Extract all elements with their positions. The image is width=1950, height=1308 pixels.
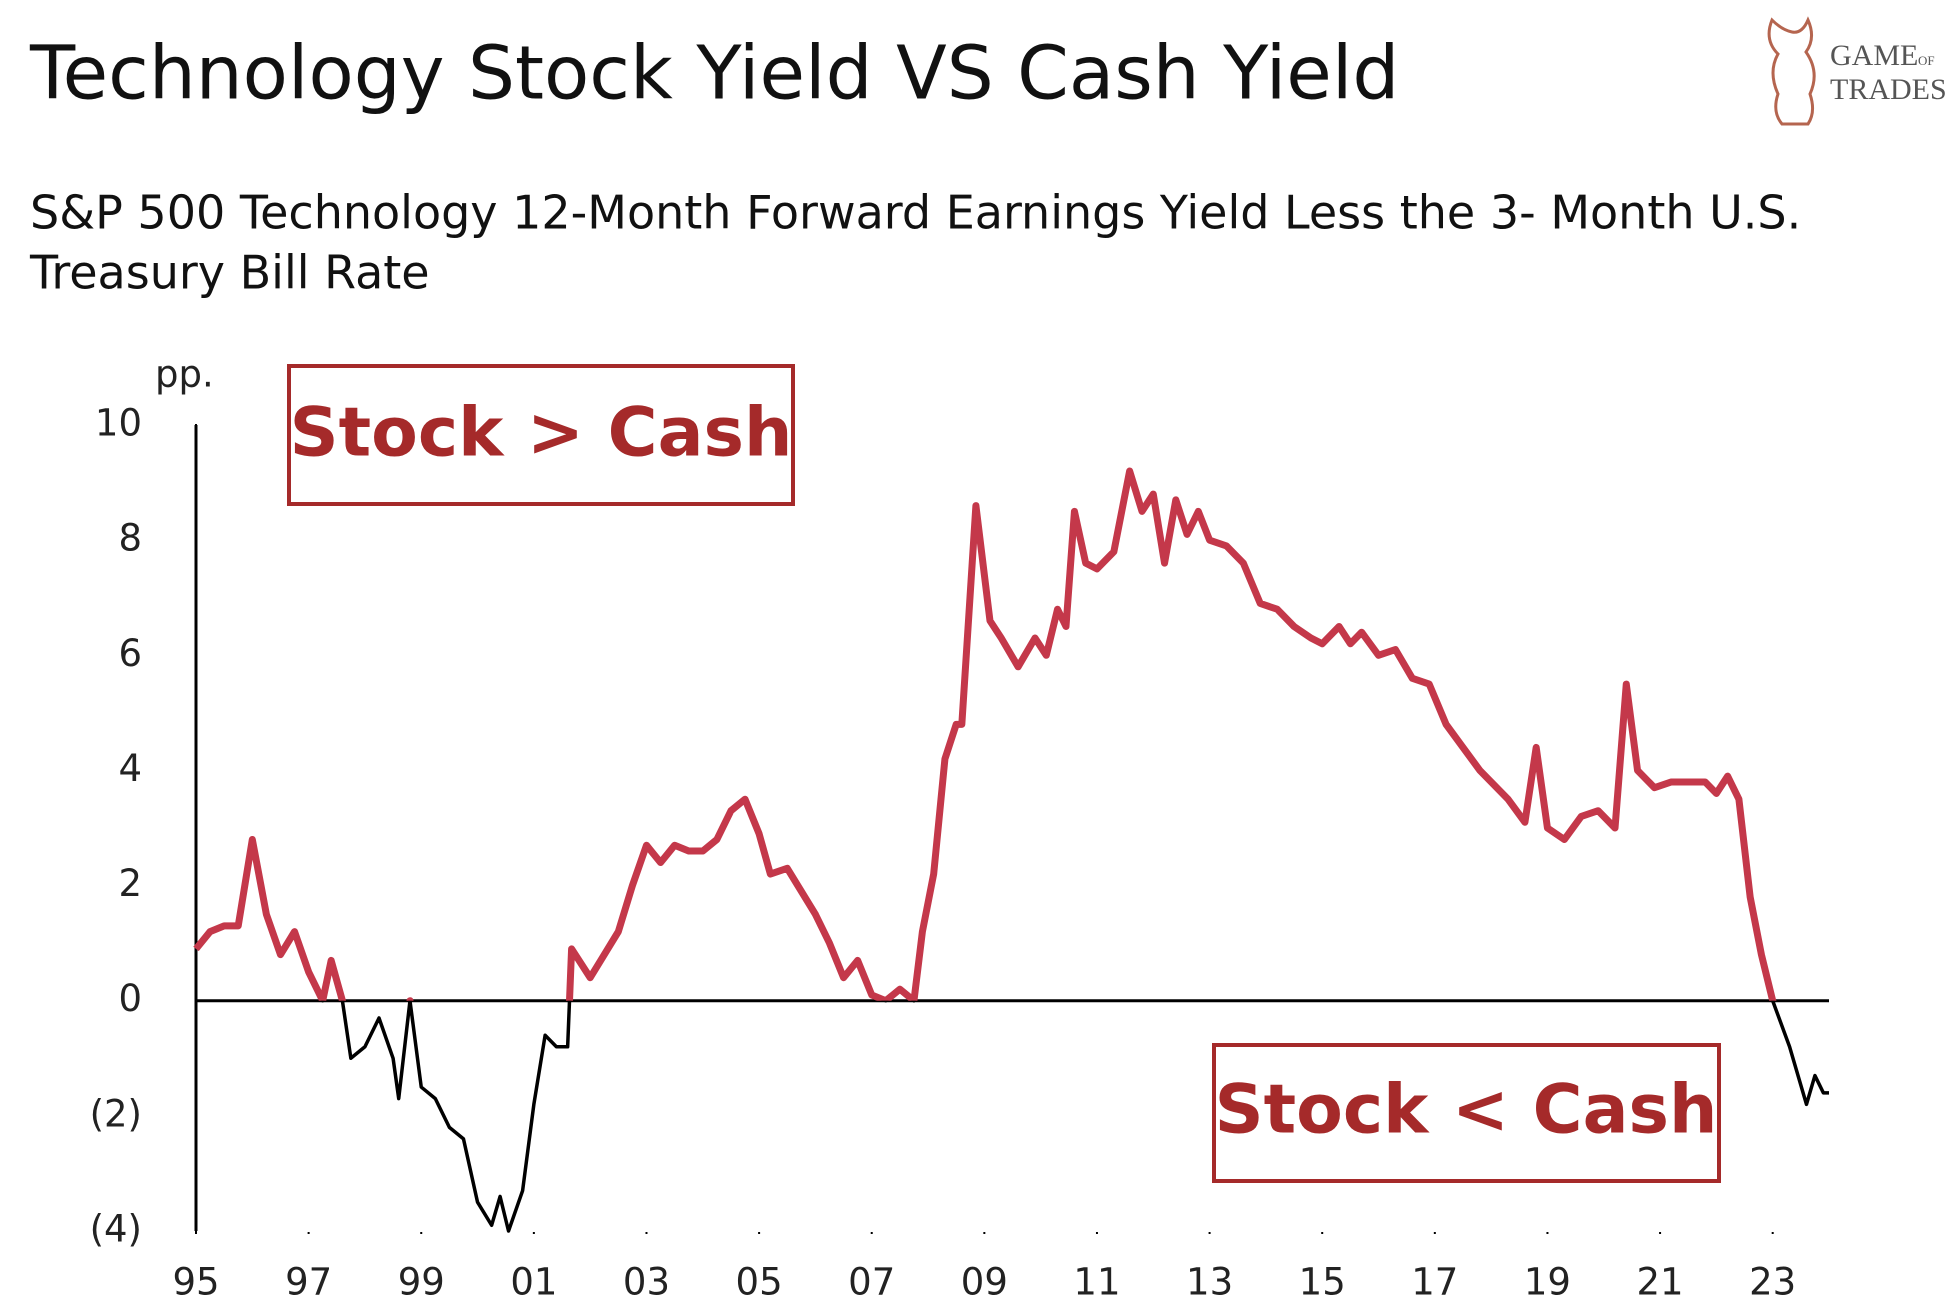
x-tick-label: 13	[1186, 1261, 1233, 1304]
x-tick-label: 99	[398, 1261, 445, 1304]
logo-text: OF	[1918, 53, 1935, 68]
y-tick-label: (4)	[90, 1208, 142, 1251]
y-tick-label: 6	[118, 632, 142, 675]
y-tick-label: (2)	[90, 1092, 142, 1135]
x-tick-label: 07	[848, 1261, 895, 1304]
x-tick-label: 97	[285, 1261, 332, 1304]
chart-title: Technology Stock Yield VS Cash Yield	[29, 31, 1399, 117]
logo-text: TRADES	[1830, 73, 1947, 106]
x-tick-label: 01	[510, 1261, 557, 1304]
data-line	[193, 467, 1777, 1001]
annotation-box	[287, 364, 795, 506]
chart-subtitle: S&P 500 Technology 12-Month Forward Earn…	[30, 186, 1801, 240]
logo-icon	[1767, 16, 1816, 126]
annotation: Stock < Cash	[1215, 1071, 1718, 1150]
y-tick-label: 4	[118, 747, 142, 790]
y-tick-label: 10	[95, 402, 142, 445]
y-tick-label: 2	[118, 862, 142, 905]
x-tick-label: 05	[736, 1261, 783, 1304]
x-tick-label: 11	[1073, 1261, 1120, 1304]
annotation-box	[1212, 1043, 1721, 1183]
y-tick-label: 8	[118, 517, 142, 560]
x-tick-label: 95	[172, 1261, 219, 1304]
data-line	[320, 1000, 1829, 1233]
x-tick-label: 21	[1637, 1261, 1684, 1304]
logo: GAME OF TRADES	[1767, 16, 1947, 126]
y-tick-label: 0	[118, 977, 142, 1020]
x-tick-label: 19	[1524, 1261, 1571, 1304]
x-tick-label: 15	[1299, 1261, 1346, 1304]
x-tick-label: 17	[1411, 1261, 1458, 1304]
annotation: Stock > Cash	[290, 394, 793, 473]
x-tick-label: 23	[1749, 1261, 1796, 1304]
chart-subtitle: Treasury Bill Rate	[29, 246, 430, 300]
x-tick-label: 09	[961, 1261, 1008, 1304]
y-unit: pp.	[155, 353, 214, 396]
logo-text: GAME	[1830, 39, 1918, 72]
x-tick-label: 03	[623, 1261, 670, 1304]
